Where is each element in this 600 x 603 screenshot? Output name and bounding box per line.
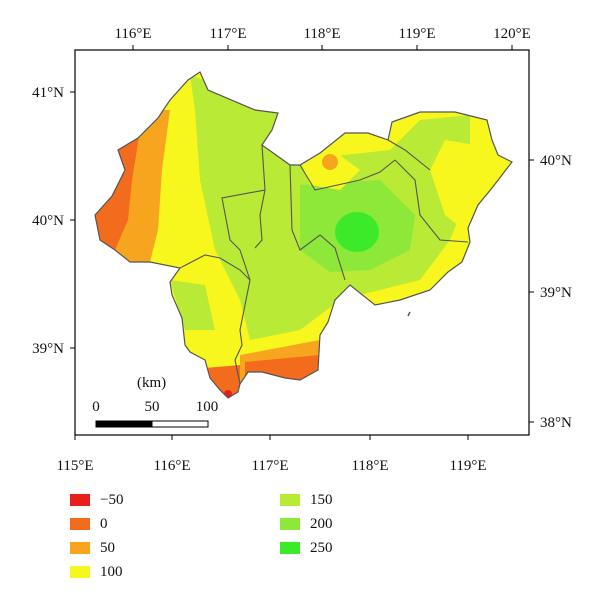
legend-label: 150 xyxy=(310,491,333,508)
legend-swatch xyxy=(280,542,300,554)
value-surface xyxy=(95,72,512,398)
legend-label: 100 xyxy=(100,563,123,580)
region-boundary xyxy=(94,71,513,399)
legend-swatch xyxy=(280,518,300,530)
frame-ticks xyxy=(70,45,534,440)
left-axis-label-40n: 40°N xyxy=(32,213,64,229)
scale-bar-tick-0: 0 xyxy=(92,399,100,415)
left-axis-label-41n: 41°N xyxy=(32,85,64,101)
scale-bar-white-segment xyxy=(151,420,209,428)
legend-item: 200 xyxy=(280,515,333,533)
bottom-axis-label-115: 115°E xyxy=(56,458,93,474)
legend-label: −50 xyxy=(100,491,124,508)
legend-label: 200 xyxy=(310,515,333,532)
legend-swatch xyxy=(70,542,90,554)
bottom-axis-label-118: 118°E xyxy=(351,458,388,474)
right-axis-label-38n: 38°N xyxy=(540,415,572,431)
legend-swatch xyxy=(70,494,90,506)
legend-item: 50 xyxy=(70,539,115,557)
top-axis-label-119: 119°E xyxy=(398,26,435,42)
legend-label: 50 xyxy=(100,539,115,556)
scale-bar-black-segment xyxy=(95,420,153,428)
legend-label: 0 xyxy=(100,515,108,532)
legend: −50 0 50 100 150 200 250 xyxy=(70,488,370,588)
left-axis-label-39n: 39°N xyxy=(32,341,64,357)
legend-label: 250 xyxy=(310,539,333,556)
top-axis-label-117: 117°E xyxy=(209,26,246,42)
bottom-axis-label-119: 119°E xyxy=(449,458,486,474)
bottom-axis-label-116: 116°E xyxy=(153,458,190,474)
right-axis-label-39n: 39°N xyxy=(540,285,572,301)
legend-swatch xyxy=(70,518,90,530)
legend-item: 0 xyxy=(70,515,108,533)
island xyxy=(407,311,411,317)
legend-swatch xyxy=(70,566,90,578)
scale-bar-tick-50: 50 xyxy=(145,399,160,415)
legend-item: 250 xyxy=(280,539,333,557)
top-axis-label-116: 116°E xyxy=(114,26,151,42)
legend-item: 100 xyxy=(70,563,123,581)
top-axis-label-118: 118°E xyxy=(303,26,340,42)
map-frame xyxy=(74,49,530,436)
top-axis-label-120: 120°E xyxy=(493,26,531,42)
scale-bar-tick-100: 100 xyxy=(196,399,219,415)
legend-item: −50 xyxy=(70,491,123,509)
district-boundaries xyxy=(179,139,469,385)
bottom-axis-label-117: 117°E xyxy=(251,458,288,474)
right-axis-label-40n: 40°N xyxy=(540,153,572,169)
scale-bar-unit: (km) xyxy=(137,375,166,391)
legend-item: 150 xyxy=(280,491,333,509)
legend-swatch xyxy=(280,494,300,506)
